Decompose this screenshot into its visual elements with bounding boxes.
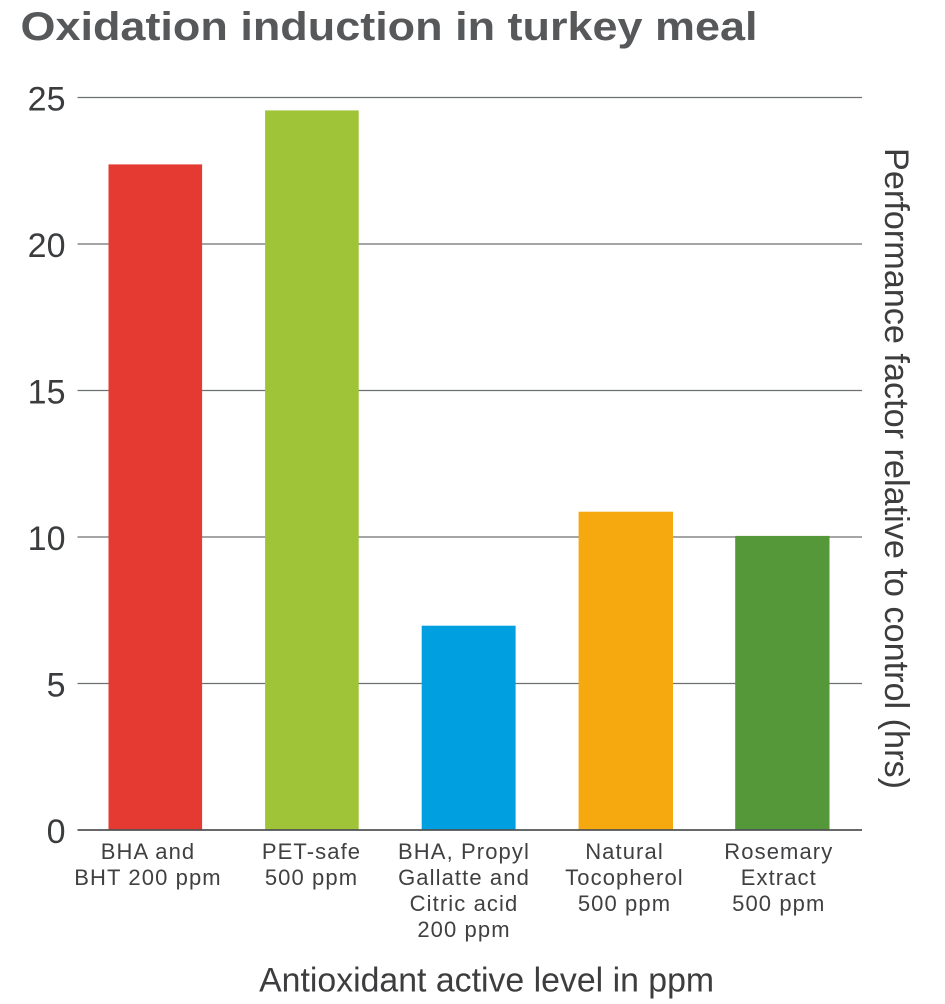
svg-text:BHA and: BHA and	[101, 839, 196, 864]
svg-text:0: 0	[47, 813, 66, 851]
svg-text:Citric acid: Citric acid	[410, 891, 519, 916]
svg-text:Rosemary: Rosemary	[724, 839, 833, 864]
svg-text:Tocopherol: Tocopherol	[565, 865, 684, 890]
svg-text:Extract: Extract	[741, 865, 817, 890]
svg-text:PET-safe: PET-safe	[262, 839, 361, 864]
svg-text:200 ppm: 200 ppm	[417, 917, 510, 942]
svg-text:5: 5	[47, 667, 66, 705]
svg-text:20: 20	[28, 227, 66, 265]
svg-text:500 ppm: 500 ppm	[265, 865, 358, 890]
svg-text:Performance factor relative to: Performance factor relative to control (…	[877, 148, 915, 789]
svg-text:25: 25	[28, 81, 66, 119]
svg-text:BHT 200 ppm: BHT 200 ppm	[74, 865, 221, 890]
svg-text:10: 10	[28, 520, 66, 558]
svg-text:Natural: Natural	[585, 839, 664, 864]
svg-text:Oxidation induction in turkey: Oxidation induction in turkey meal	[21, 5, 758, 49]
svg-text:BHA, Propyl: BHA, Propyl	[398, 839, 530, 864]
svg-text:Gallatte and: Gallatte and	[398, 865, 530, 890]
svg-text:500 ppm: 500 ppm	[578, 891, 671, 916]
svg-text:500 ppm: 500 ppm	[732, 891, 825, 916]
svg-text:15: 15	[28, 374, 66, 412]
svg-text:Antioxidant active level in pp: Antioxidant active level in ppm	[259, 961, 714, 999]
